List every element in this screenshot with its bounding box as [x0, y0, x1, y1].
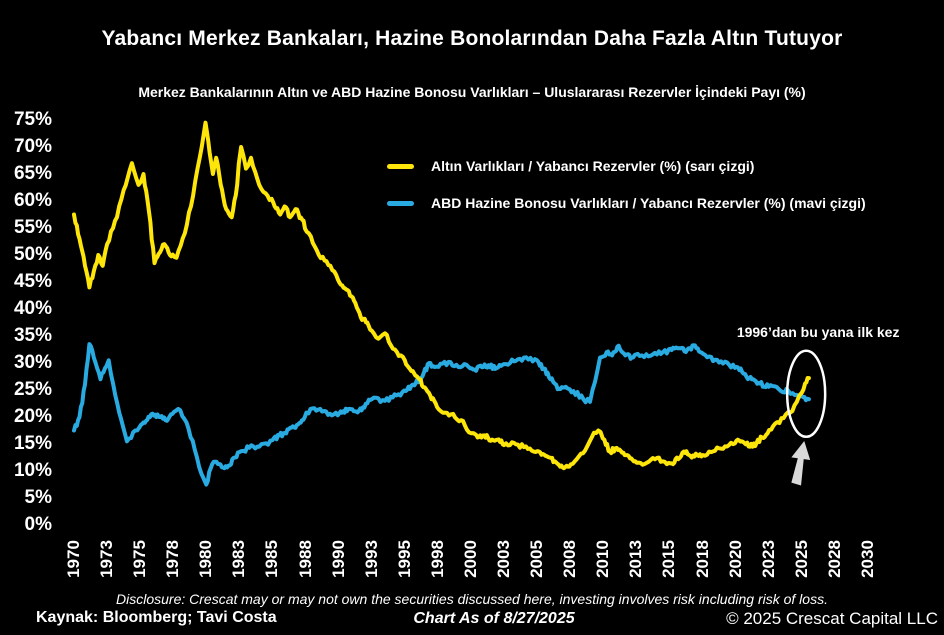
page-title: Yabancı Merkez Bankaları, Hazine Bonolar…: [101, 27, 843, 50]
y-tick-label: 55%: [13, 217, 52, 238]
treasury-line-series: [72, 342, 811, 487]
y-tick-label: 45%: [13, 271, 52, 292]
annotation-text: 1996’dan bu yana ilk kez: [736, 324, 900, 340]
y-tick-label: 20%: [13, 406, 52, 427]
chart-as-of-date: Chart As of 8/27/2025: [413, 610, 575, 627]
disclosure-text: Disclosure: Crescat may or may not own t…: [116, 591, 828, 607]
y-tick-label: 35%: [13, 325, 52, 346]
legend-item-treasury: ABD Hazine Bonosu Varlıkları / Yabancı R…: [387, 194, 866, 212]
source-credit: Kaynak: Bloomberg; Tavi Costa: [36, 609, 277, 626]
y-tick-label: 0%: [24, 514, 52, 535]
y-tick-label: 50%: [13, 244, 52, 265]
legend-item-gold: Altın Varlıkları / Yabancı Rezervler (%)…: [387, 157, 754, 175]
y-tick-label: 65%: [13, 163, 52, 184]
y-tick-label: 75%: [13, 109, 52, 130]
y-tick-label: 60%: [13, 190, 52, 211]
up-arrow-icon: [791, 441, 811, 486]
legend-label-treasury: ABD Hazine Bonosu Varlıkları / Yabancı R…: [431, 195, 866, 211]
y-tick-label: 25%: [13, 379, 52, 400]
y-tick-label: 40%: [13, 298, 52, 319]
chart-subtitle: Merkez Bankalarının Altın ve ABD Hazine …: [138, 84, 806, 100]
y-tick-label: 30%: [13, 352, 52, 373]
y-tick-label: 15%: [13, 433, 52, 454]
gold-line-swatch: [387, 163, 414, 169]
gold-line-series: [72, 120, 811, 471]
copyright-text: © 2025 Crescat Capital LLC: [726, 609, 938, 628]
legend-label-gold: Altın Varlıkları / Yabancı Rezervler (%)…: [431, 158, 755, 174]
y-tick-label: 5%: [24, 487, 52, 508]
y-tick-label: 10%: [13, 460, 52, 481]
treasury-line-swatch: [387, 200, 414, 206]
y-tick-label: 70%: [13, 136, 52, 157]
highlight-ellipse: [785, 349, 827, 439]
